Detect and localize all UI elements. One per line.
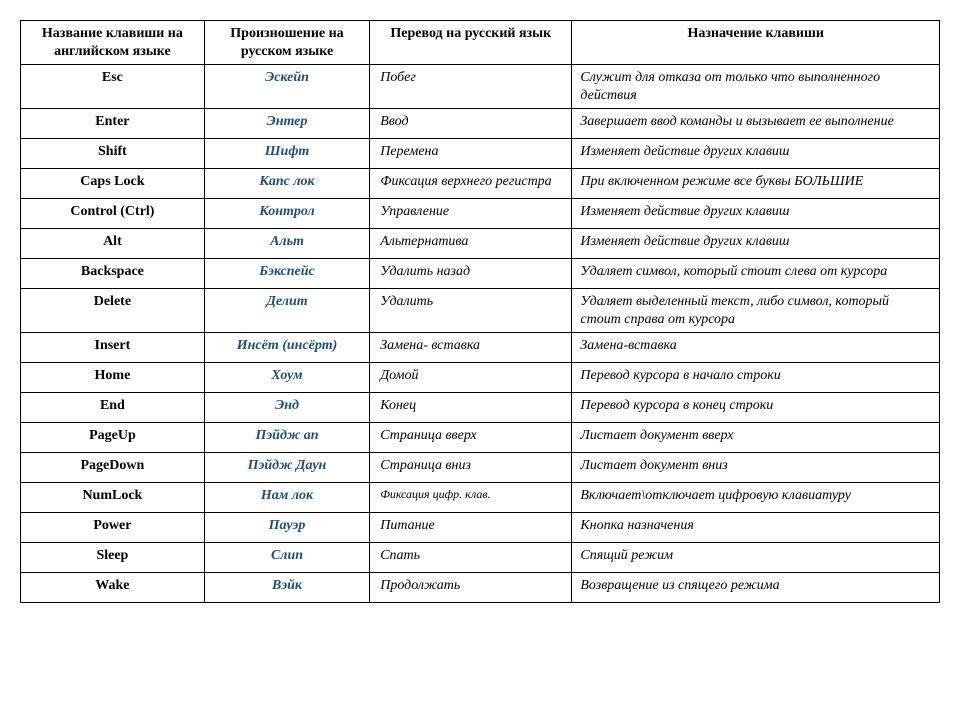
cell-translation: Фиксация цифр. клав. — [370, 483, 572, 513]
cell-purpose: Листает документ вверх — [572, 423, 940, 453]
table-body: EscЭскейпПобегСлужит для отказа от тольк… — [21, 65, 940, 603]
cell-purpose: Завершает ввод команды и вызывает ее вып… — [572, 109, 940, 139]
cell-key-name: Delete — [21, 289, 205, 333]
cell-translation: Домой — [370, 363, 572, 393]
cell-purpose: Листает документ вниз — [572, 453, 940, 483]
table-row: SleepСлипСпатьСпящий режим — [21, 543, 940, 573]
cell-key-name: End — [21, 393, 205, 423]
cell-purpose: Изменяет действие других клавиш — [572, 139, 940, 169]
table-row: BackspaceБэкспейсУдалить назадУдаляет си… — [21, 259, 940, 289]
cell-purpose: Кнопка назначения — [572, 513, 940, 543]
cell-key-name: Wake — [21, 573, 205, 603]
table-row: EnterЭнтерВводЗавершает ввод команды и в… — [21, 109, 940, 139]
cell-pronunciation: Капс лок — [204, 169, 369, 199]
cell-translation: Замена- вставка — [370, 333, 572, 363]
keyboard-keys-table: Название клавиши на английском языке Про… — [20, 20, 940, 603]
cell-pronunciation: Шифт — [204, 139, 369, 169]
table-row: PageUpПэйдж апСтраница вверхЛистает доку… — [21, 423, 940, 453]
table-header: Название клавиши на английском языке Про… — [21, 21, 940, 65]
cell-translation: Удалить назад — [370, 259, 572, 289]
cell-key-name: Sleep — [21, 543, 205, 573]
cell-purpose: Перевод курсора в начало строки — [572, 363, 940, 393]
cell-key-name: Power — [21, 513, 205, 543]
cell-key-name: Backspace — [21, 259, 205, 289]
cell-translation: Ввод — [370, 109, 572, 139]
cell-translation: Альтернатива — [370, 229, 572, 259]
cell-pronunciation: Бэкспейс — [204, 259, 369, 289]
cell-purpose: Удаляет выделенный текст, либо символ, к… — [572, 289, 940, 333]
cell-key-name: Control (Ctrl) — [21, 199, 205, 229]
table-row: NumLockНам локФиксация цифр. клав.Включа… — [21, 483, 940, 513]
table-row: HomeХоумДомойПеревод курсора в начало ст… — [21, 363, 940, 393]
cell-pronunciation: Пауэр — [204, 513, 369, 543]
table-row: WakeВэйкПродолжатьВозвращение из спящего… — [21, 573, 940, 603]
cell-translation: Побег — [370, 65, 572, 109]
cell-purpose: Включает\отключает цифровую клавиатуру — [572, 483, 940, 513]
cell-key-name: Shift — [21, 139, 205, 169]
cell-pronunciation: Эскейп — [204, 65, 369, 109]
cell-pronunciation: Делит — [204, 289, 369, 333]
table-row: Control (Ctrl)КонтролУправлениеИзменяет … — [21, 199, 940, 229]
cell-pronunciation: Вэйк — [204, 573, 369, 603]
cell-pronunciation: Пэйдж Даун — [204, 453, 369, 483]
table-row: ShiftШифтПеременаИзменяет действие други… — [21, 139, 940, 169]
header-purpose: Назначение клавиши — [572, 21, 940, 65]
header-pronunciation: Произношение на русском языке — [204, 21, 369, 65]
table-row: EndЭндКонецПеревод курсора в конец строк… — [21, 393, 940, 423]
cell-key-name: PageUp — [21, 423, 205, 453]
cell-translation: Управление — [370, 199, 572, 229]
cell-purpose: Изменяет действие других клавиш — [572, 199, 940, 229]
cell-purpose: Удаляет символ, который стоит слева от к… — [572, 259, 940, 289]
table-row: PageDownПэйдж ДаунСтраница внизЛистает д… — [21, 453, 940, 483]
cell-purpose: При включенном режиме все буквы БОЛЬШИЕ — [572, 169, 940, 199]
cell-key-name: Enter — [21, 109, 205, 139]
cell-purpose: Перевод курсора в конец строки — [572, 393, 940, 423]
table-row: EscЭскейпПобегСлужит для отказа от тольк… — [21, 65, 940, 109]
cell-translation: Продолжать — [370, 573, 572, 603]
cell-translation: Питание — [370, 513, 572, 543]
cell-pronunciation: Инсёт (инсёрт) — [204, 333, 369, 363]
cell-pronunciation: Альт — [204, 229, 369, 259]
table-row: AltАльтАльтернативаИзменяет действие дру… — [21, 229, 940, 259]
cell-pronunciation: Энтер — [204, 109, 369, 139]
cell-translation: Удалить — [370, 289, 572, 333]
cell-purpose: Замена-вставка — [572, 333, 940, 363]
header-translation: Перевод на русский язык — [370, 21, 572, 65]
cell-pronunciation: Энд — [204, 393, 369, 423]
cell-key-name: PageDown — [21, 453, 205, 483]
table-row: DeleteДелитУдалитьУдаляет выделенный тек… — [21, 289, 940, 333]
cell-translation: Спать — [370, 543, 572, 573]
cell-pronunciation: Нам лок — [204, 483, 369, 513]
cell-key-name: NumLock — [21, 483, 205, 513]
cell-purpose: Изменяет действие других клавиш — [572, 229, 940, 259]
table-row: InsertИнсёт (инсёрт)Замена- вставкаЗамен… — [21, 333, 940, 363]
cell-key-name: Alt — [21, 229, 205, 259]
cell-pronunciation: Хоум — [204, 363, 369, 393]
header-key-name: Название клавиши на английском языке — [21, 21, 205, 65]
cell-translation: Перемена — [370, 139, 572, 169]
cell-translation: Страница вверх — [370, 423, 572, 453]
cell-pronunciation: Пэйдж ап — [204, 423, 369, 453]
cell-pronunciation: Контрол — [204, 199, 369, 229]
cell-translation: Конец — [370, 393, 572, 423]
cell-purpose: Возвращение из спящего режима — [572, 573, 940, 603]
cell-pronunciation: Слип — [204, 543, 369, 573]
cell-purpose: Спящий режим — [572, 543, 940, 573]
cell-key-name: Esc — [21, 65, 205, 109]
cell-translation: Фиксация верхнего регистра — [370, 169, 572, 199]
table-row: PowerПауэрПитаниеКнопка назначения — [21, 513, 940, 543]
cell-key-name: Home — [21, 363, 205, 393]
cell-translation: Страница вниз — [370, 453, 572, 483]
cell-purpose: Служит для отказа от только что выполнен… — [572, 65, 940, 109]
cell-key-name: Insert — [21, 333, 205, 363]
cell-key-name: Caps Lock — [21, 169, 205, 199]
table-row: Caps LockКапс локФиксация верхнего регис… — [21, 169, 940, 199]
